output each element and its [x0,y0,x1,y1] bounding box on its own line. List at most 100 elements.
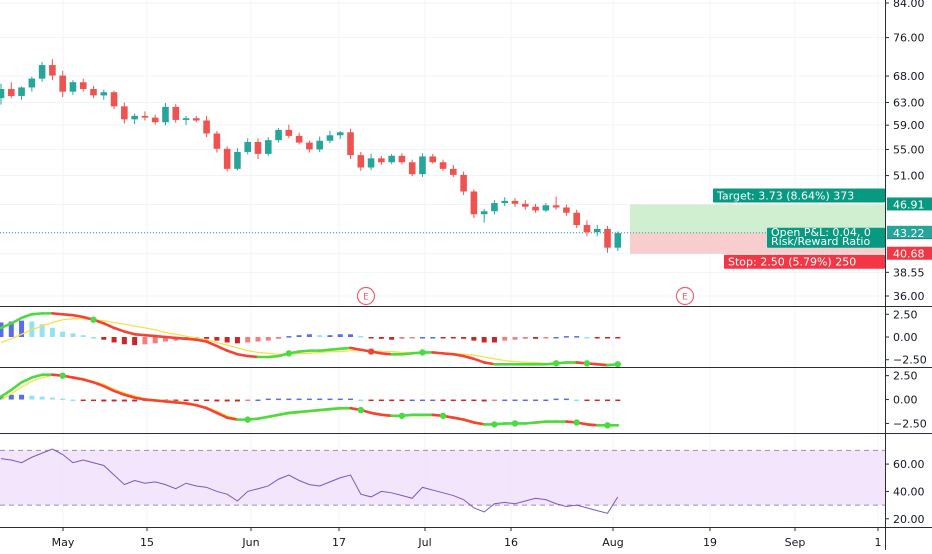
candle-body [275,129,282,141]
indicator1-main-line [318,348,332,352]
candle-body [203,120,210,134]
candle-body [285,129,293,136]
price-tick-label: 84.00 [893,0,925,10]
price-tick-label: 68.00 [893,70,925,83]
rsi-tick-label: 20.00 [893,513,925,526]
indicator1-main-line [349,346,363,352]
indicator1-main-line [51,312,64,316]
candle-body [0,89,5,99]
indicator1-histogram-bar [19,320,25,337]
indicator2-histogram-bar [337,398,343,401]
indicator1-histogram-bar [512,337,518,340]
rsi-line [0,448,619,514]
candle-body [398,155,406,163]
indicator2-histogram-bar [502,399,508,402]
indicator1-histogram-bar [605,337,611,339]
candle-body [470,191,478,215]
indicator2-histogram-bar [409,399,415,402]
candle-body [234,151,241,169]
indicator2-histogram-bar [255,399,261,402]
indicator1-main-line [164,335,178,340]
candle-body [79,82,87,90]
indicator2-histogram-bar [574,399,580,402]
indicator2-main-line [328,406,342,411]
indicator1-histogram-bar [450,337,456,339]
indicator2-histogram-bar [450,399,456,402]
candle-body [38,65,46,79]
indicator2-cross-dot [573,419,580,426]
indicator2-main-line [81,378,95,384]
indicator1-main-line [246,354,260,359]
price-tick-label: 76.00 [893,32,925,45]
candle-body [28,78,36,88]
indicator2-histogram-bar [317,398,323,401]
time-tick-label: 19 [703,536,717,549]
indicator2-histogram-bar [594,399,600,402]
earnings-marker[interactable] [356,286,376,306]
indicator2-main-line [215,411,229,420]
indicator1-histogram-bar [409,337,415,339]
candle-body [141,115,149,118]
price-axis-tag [887,246,932,260]
indicator2-main-line [318,407,332,412]
candle-body [172,106,180,120]
candle-body [491,203,498,212]
candle-body [213,133,221,149]
indicator2-main-line [462,418,476,424]
candle-body [162,106,169,123]
candle-body [59,75,66,92]
indicator1-histogram-bar [378,337,384,339]
indicator1-main-line [236,352,250,358]
indicator1-main-line [297,349,311,353]
candle-body [131,115,138,120]
indicator1-main-line [195,338,208,343]
candle-body [182,118,190,120]
candle-body [121,106,128,120]
indicator2-histogram-bar [543,399,549,402]
indicator1-histogram-bar [204,337,210,339]
candle-body [244,141,252,152]
indicator1-main-line [266,354,280,359]
indicator2-histogram-bar [234,399,240,402]
candle-body [223,148,231,169]
indicator2-histogram-bar [60,398,66,401]
indicator2-main-line [277,411,291,417]
indicator2-histogram-bar [378,399,384,402]
indicator2-histogram-bar [80,399,86,402]
earnings-marker[interactable] [675,286,695,306]
indicator2-main-line [205,406,219,415]
indicator1-histogram-bar [440,337,446,339]
time-tick-label: 15 [140,536,154,549]
indicator2-histogram-bar [615,399,621,402]
candle-body [542,205,550,211]
price-tick-label: 59.00 [893,119,925,132]
indicator2-cross-dot [491,421,498,428]
indicator1-histogram-bar [399,337,405,339]
indicator2-histogram-bar [173,399,179,402]
candle-body [254,141,262,154]
indicator2-histogram-bar [461,399,467,402]
indicator2-pane [0,372,621,429]
indicator1-histogram-bar [563,336,569,338]
indicator1-main-line [215,344,229,352]
indicator2-main-line [287,410,301,415]
indicator2-main-line [585,423,599,427]
indicator1-histogram-bar [502,337,508,341]
indicator2-histogram-bar [440,399,446,402]
indicator1-main-line [441,352,455,356]
candle-body [614,233,622,248]
indicator1-main-line [462,354,476,361]
candle-body [100,92,108,96]
indicator1-histogram-bar [553,337,559,339]
indicator1-histogram-bar [348,334,354,337]
indicator1-main-line [20,312,34,320]
rsi-band [0,450,885,506]
price-axis-tag [887,197,932,211]
indicator1-histogram-bar [594,337,600,339]
indicator2-histogram-bar [563,398,569,401]
indicator1-histogram-bar [80,335,86,337]
indicator1-histogram-bar [132,337,138,346]
indicator1-cross-dot [583,360,591,367]
